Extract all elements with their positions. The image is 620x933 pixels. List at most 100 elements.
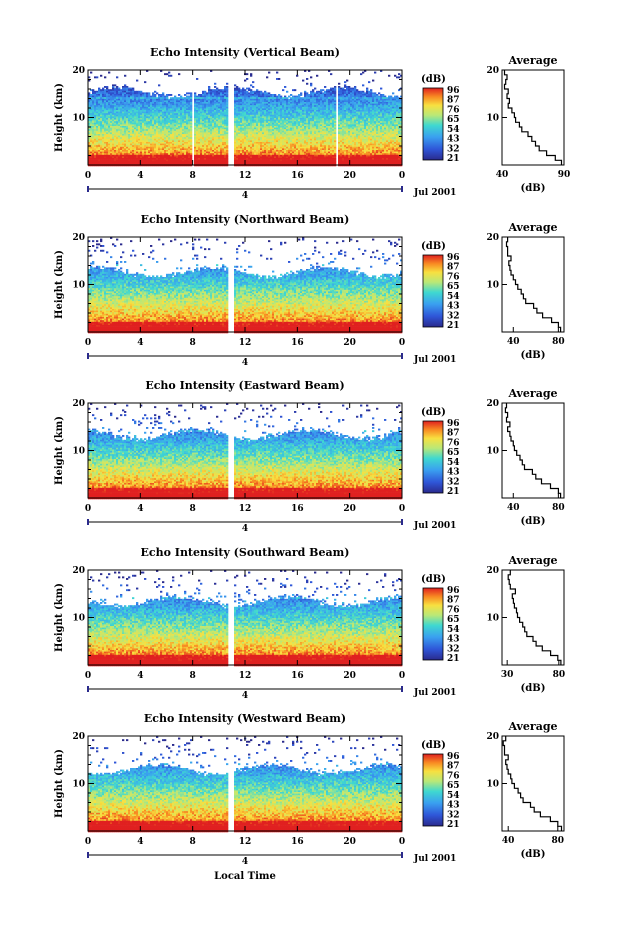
heatmap-cell	[224, 95, 227, 98]
heatmap-cell	[378, 103, 381, 106]
heatmap-cell	[190, 110, 193, 112]
heatmap-cell	[268, 103, 271, 106]
heatmap-cell	[300, 103, 303, 106]
heatmap-cell	[316, 103, 319, 106]
heatmap-cell	[326, 97, 329, 100]
heatmap-cell	[264, 94, 267, 96]
heatmap-cell	[124, 97, 127, 100]
heatmap-cell	[376, 94, 379, 96]
heatmap-cell	[352, 103, 355, 106]
heatmap-cell	[270, 105, 273, 108]
heatmap-cell	[180, 114, 183, 117]
heatmap-cell	[372, 111, 375, 114]
heatmap-cell	[106, 90, 109, 93]
heatmap-cell	[400, 110, 403, 112]
heatmap-cell	[382, 116, 385, 119]
heatmap-cell	[146, 97, 149, 100]
heatmap-cell	[340, 105, 343, 108]
heatmap-cell	[286, 106, 289, 109]
heatmap-cell	[194, 106, 197, 109]
heatmap-cell	[182, 106, 185, 109]
heatmap-cell	[298, 95, 301, 98]
heatmap-cell	[296, 111, 299, 114]
heatmap-cell	[284, 97, 287, 100]
heatmap-cell	[380, 97, 383, 100]
heatmap-cell	[178, 106, 181, 109]
heatmap-cell	[352, 113, 355, 116]
heatmap-cell	[92, 110, 95, 112]
heatmap-cell	[384, 111, 387, 114]
heatmap-cell	[98, 98, 101, 101]
heatmap-cell	[282, 103, 285, 106]
heatmap-cell	[242, 102, 245, 104]
heatmap-cell	[236, 89, 239, 92]
heatmap-cell	[224, 100, 227, 103]
heatmap-cell	[164, 111, 167, 114]
heatmap-cell	[346, 116, 349, 119]
heatmap-cell	[332, 89, 335, 92]
heatmap-cell	[208, 102, 211, 104]
heatmap-cell	[114, 113, 117, 116]
heatmap-cell	[212, 102, 215, 104]
heatmap-cell	[136, 94, 139, 96]
heatmap-cell	[310, 110, 313, 112]
heatmap-cell	[222, 105, 225, 108]
heatmap-cell	[198, 108, 201, 111]
heatmap-cell	[338, 92, 341, 95]
heatmap-cell	[98, 90, 101, 93]
heatmap-cell	[366, 102, 369, 104]
heatmap-cell	[290, 114, 293, 117]
heatmap-cell	[164, 106, 167, 109]
heatmap-cell	[294, 102, 297, 104]
heatmap-cell	[282, 114, 285, 117]
heatmap-cell	[286, 108, 289, 111]
heatmap-cell	[278, 105, 281, 108]
heatmap-cell	[350, 108, 353, 111]
heatmap-cell	[298, 110, 301, 112]
heatmap-cell	[218, 105, 221, 108]
heatmap-cell	[224, 90, 227, 93]
heatmap-cell	[188, 111, 191, 114]
heatmap-cell	[216, 105, 219, 108]
heatmap-cell	[130, 103, 133, 106]
heatmap-cell	[332, 92, 335, 95]
heatmap-cell	[120, 114, 123, 117]
heatmap-cell	[218, 106, 221, 109]
heatmap-cell	[168, 105, 171, 108]
heatmap-cell	[162, 110, 165, 112]
heatmap-cell	[112, 102, 115, 104]
heatmap-cell	[324, 92, 327, 95]
heatmap-cell	[304, 102, 307, 104]
heatmap-cell	[378, 97, 381, 100]
heatmap-cell	[214, 103, 217, 106]
heatmap-cell	[254, 114, 257, 117]
heatmap-cell	[372, 95, 375, 98]
heatmap-cell	[208, 113, 211, 116]
heatmap-cell	[216, 97, 219, 100]
heatmap-cell	[132, 103, 135, 106]
heatmap-cell	[106, 102, 109, 104]
heatmap-cell	[94, 116, 97, 119]
heatmap-cell	[364, 113, 367, 116]
heatmap-cell	[216, 111, 219, 114]
heatmap-cell	[138, 110, 141, 112]
heatmap-cell	[396, 97, 399, 100]
heatmap-cell	[90, 102, 93, 104]
heatmap-cell	[264, 100, 267, 103]
heatmap-cell	[190, 105, 193, 108]
heatmap-cell	[356, 108, 359, 111]
heatmap-cell	[400, 113, 403, 116]
heatmap-cell	[276, 113, 279, 116]
heatmap-cell	[106, 116, 109, 119]
heatmap-cell	[164, 113, 167, 116]
heatmap-cell	[186, 97, 189, 100]
heatmap-cell	[94, 105, 97, 108]
heatmap-cell	[142, 102, 145, 104]
heatmap-cell	[146, 108, 149, 111]
heatmap-cell	[208, 95, 211, 98]
heatmap-cell	[276, 98, 279, 101]
heatmap-cell	[396, 108, 399, 111]
heatmap-cell	[202, 98, 205, 101]
heatmap-cell	[94, 102, 97, 104]
heatmap-cell	[160, 103, 163, 106]
